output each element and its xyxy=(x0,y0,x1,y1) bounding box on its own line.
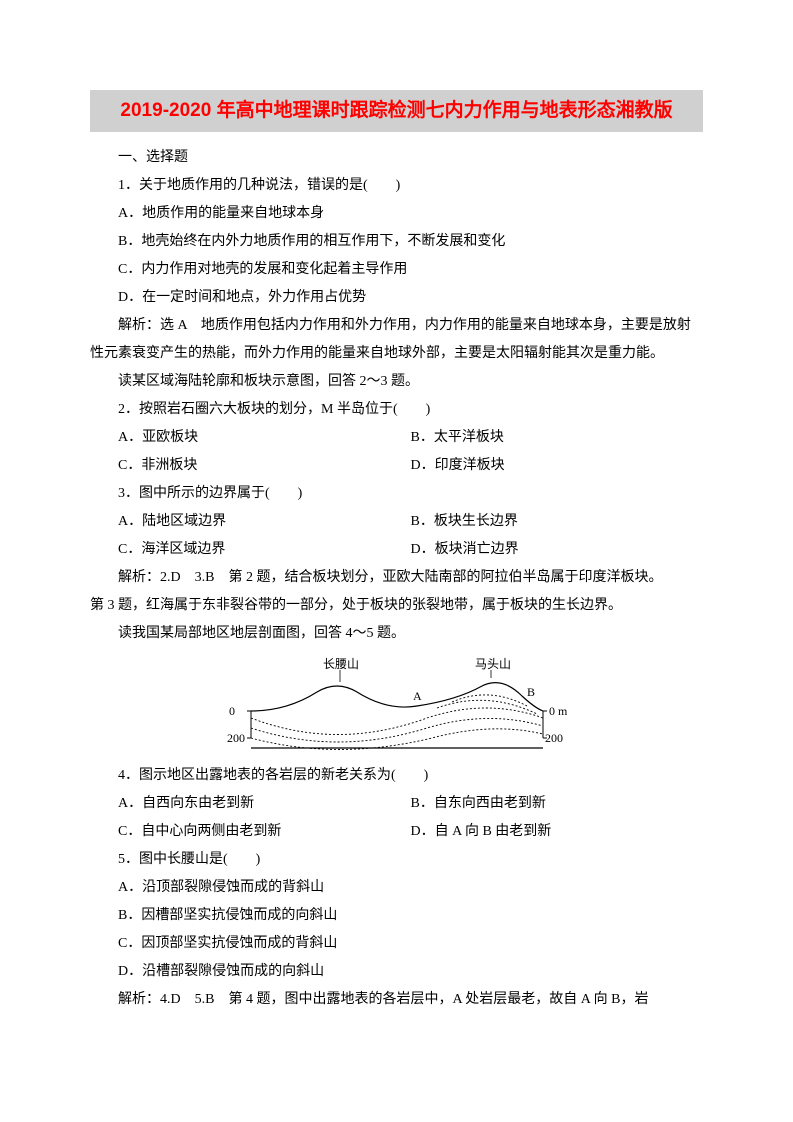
q1-option-c: C．内力作用对地壳的发展和变化起着主导作用 xyxy=(90,256,703,284)
q5-option-c: C．因顶部坚实抗侵蚀而成的背斜山 xyxy=(90,930,703,958)
q4-option-d: D．自 A 向 B 由老到新 xyxy=(411,818,704,846)
q2-option-d: D．印度洋板块 xyxy=(411,452,704,480)
q2-option-b: B．太平洋板块 xyxy=(411,424,704,452)
q1-option-b: B．地壳始终在内外力地质作用的相互作用下，不断发展和变化 xyxy=(90,228,703,256)
q2-row-cd: C．非洲板块 D．印度洋板块 xyxy=(90,452,703,480)
q1-option-a: A．地质作用的能量来自地球本身 xyxy=(90,200,703,228)
q3-stem: 3．图中所示的边界属于( ) xyxy=(90,480,703,508)
strata-diagram: 0 200 0 m 200 长腰山 马头山 A B xyxy=(227,656,567,756)
lead-4-5: 读我国某局部地区地层剖面图，回答 4～5 题。 xyxy=(90,620,703,648)
q2-option-c: C．非洲板块 xyxy=(90,452,411,480)
y-200-left: 200 xyxy=(227,731,245,745)
section-header-1: 一、选择题 xyxy=(90,144,703,172)
lead-2-3: 读某区域海陆轮廓和板块示意图，回答 2～3 题。 xyxy=(90,368,703,396)
q3-explanation-2: 第 3 题，红海属于东非裂谷带的一部分，处于板块的张裂地带，属于板块的生长边界。 xyxy=(90,592,703,620)
q3-explanation-1: 解析：2.D 3.B 第 2 题，结合板块划分，亚欧大陆南部的阿拉伯半岛属于印度… xyxy=(90,564,703,592)
q3-option-c: C．海洋区域边界 xyxy=(90,536,411,564)
page-title: 2019-2020 年高中地理课时跟踪检测七内力作用与地表形态湘教版 xyxy=(90,90,703,132)
q1-stem: 1．关于地质作用的几种说法，错误的是( ) xyxy=(90,172,703,200)
q4-row-cd: C．自中心向两侧由老到新 D．自 A 向 B 由老到新 xyxy=(90,818,703,846)
label-b: B xyxy=(527,685,535,699)
q2-stem: 2．按照岩石圈六大板块的划分，M 半岛位于( ) xyxy=(90,396,703,424)
q3-row-cd: C．海洋区域边界 D．板块消亡边界 xyxy=(90,536,703,564)
y-200-right: 200 xyxy=(545,731,563,745)
label-matoushan: 马头山 xyxy=(475,657,511,671)
y-0-left: 0 xyxy=(229,704,235,718)
q4-option-c: C．自中心向两侧由老到新 xyxy=(90,818,411,846)
q5-explanation: 解析：4.D 5.B 第 4 题，图中出露地表的各岩层中，A 处岩层最老，故自 … xyxy=(90,986,703,1014)
q2-option-a: A．亚欧板块 xyxy=(90,424,411,452)
q3-option-d: D．板块消亡边界 xyxy=(411,536,704,564)
q5-option-b: B．因槽部坚实抗侵蚀而成的向斜山 xyxy=(90,902,703,930)
q3-option-b: B．板块生长边界 xyxy=(411,508,704,536)
q5-stem: 5．图中长腰山是( ) xyxy=(90,846,703,874)
q1-explanation: 解析：选 A 地质作用包括内力作用和外力作用，内力作用的能量来自地球本身，主要是… xyxy=(90,312,703,368)
q1-option-d: D．在一定时间和地点，外力作用占优势 xyxy=(90,284,703,312)
q5-option-d: D．沿槽部裂隙侵蚀而成的向斜山 xyxy=(90,958,703,986)
q3-option-a: A．陆地区域边界 xyxy=(90,508,411,536)
label-changyaoshan: 长腰山 xyxy=(323,657,359,671)
q4-option-a: A．自西向东由老到新 xyxy=(90,790,411,818)
q4-option-b: B．自东向西由老到新 xyxy=(411,790,704,818)
q3-row-ab: A．陆地区域边界 B．板块生长边界 xyxy=(90,508,703,536)
q4-row-ab: A．自西向东由老到新 B．自东向西由老到新 xyxy=(90,790,703,818)
q5-option-a: A．沿顶部裂隙侵蚀而成的背斜山 xyxy=(90,874,703,902)
y-0-right: 0 m xyxy=(549,704,567,718)
q4-stem: 4．图示地区出露地表的各岩层的新老关系为( ) xyxy=(90,762,703,790)
label-a: A xyxy=(413,689,422,703)
q2-row-ab: A．亚欧板块 B．太平洋板块 xyxy=(90,424,703,452)
